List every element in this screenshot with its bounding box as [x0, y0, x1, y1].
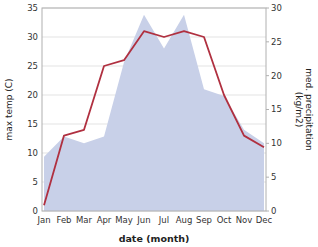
y-tick-label: 30 — [27, 32, 38, 42]
y-tick-label: 15 — [27, 119, 38, 129]
x-tick-label: Mar — [76, 215, 93, 225]
temp-line — [44, 31, 264, 205]
x-tick-label: Oct — [217, 215, 232, 225]
x-tick-label: Jan — [36, 215, 50, 225]
chart: 05101520253035051015202530JanFebMarAprMa… — [0, 0, 318, 247]
y2-tick-label: 30 — [271, 3, 282, 13]
y2-tick-label: 20 — [271, 71, 282, 81]
y-tick-label: 25 — [27, 61, 38, 71]
y2-tick — [266, 41, 269, 42]
x-tick-label: Jul — [158, 215, 169, 225]
y-tick-label: 20 — [27, 90, 38, 100]
y2-tick — [266, 143, 269, 144]
precip-area — [44, 15, 264, 211]
marks — [44, 15, 264, 211]
x-tick-label: Feb — [56, 215, 71, 225]
x-tick-label: Jun — [136, 215, 150, 225]
y2-axis-label-line: med. precipitation — [304, 68, 314, 150]
x-tick-label: May — [115, 215, 133, 225]
y2-tick — [266, 75, 269, 76]
y-tick-label: 5 — [33, 177, 38, 187]
y2-tick — [266, 211, 269, 212]
y2-tick — [266, 177, 269, 178]
x-tick-label: Apr — [97, 215, 112, 225]
x-tick-label: Aug — [176, 215, 193, 225]
x-axis-label: date (month) — [119, 233, 190, 244]
y2-tick — [266, 8, 269, 9]
y2-tick-label: 25 — [271, 37, 282, 47]
y2-tick-label: 10 — [271, 138, 282, 148]
y2-tick-label: 15 — [271, 104, 282, 114]
y-axis-label: max temp (C) — [4, 78, 14, 140]
x-tick-label: Sep — [196, 215, 212, 225]
y2-tick — [266, 109, 269, 110]
y-tick-label: 10 — [27, 148, 38, 158]
x-tick-label: Dec — [256, 215, 273, 225]
y2-tick-label: 5 — [271, 172, 276, 182]
x-tick-label: Nov — [236, 215, 253, 225]
y2-axis-label: med. precipitation(kg/m2) — [294, 68, 314, 150]
y-tick-label: 35 — [27, 3, 38, 13]
plot-frame — [42, 8, 266, 211]
y2-axis-label-line: (kg/m2) — [294, 92, 304, 127]
